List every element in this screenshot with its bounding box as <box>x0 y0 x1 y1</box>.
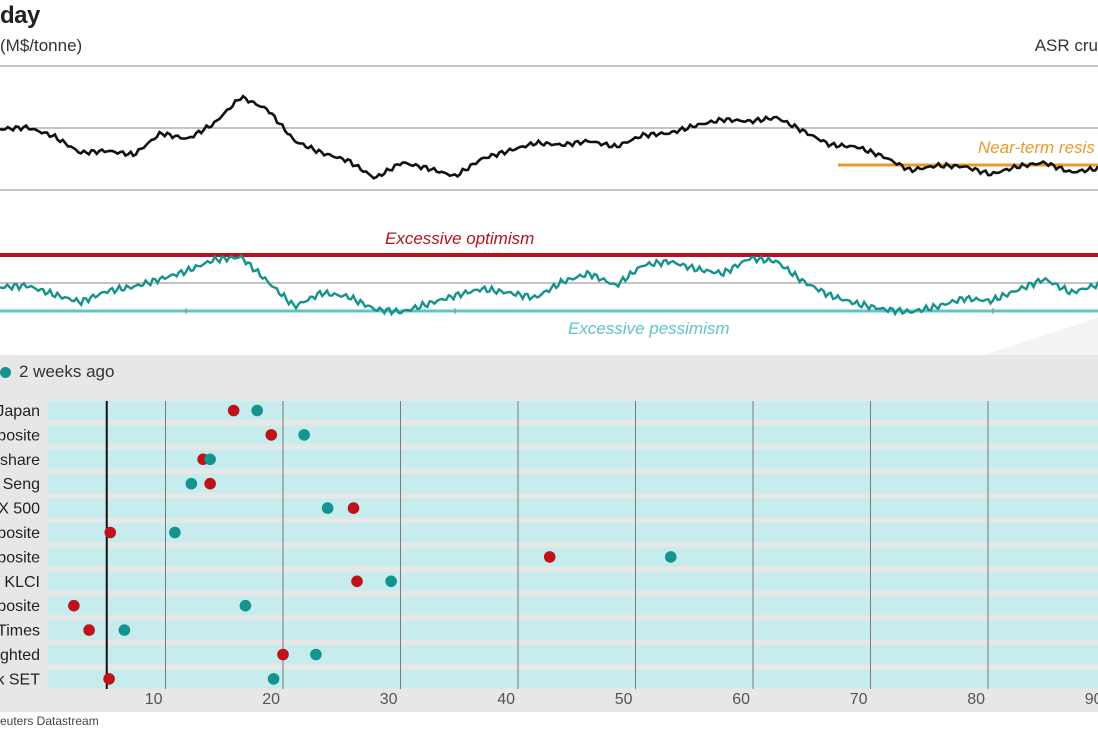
row-label: Times <box>0 623 40 640</box>
row-band <box>48 620 1098 640</box>
dot-current <box>104 526 117 539</box>
row-label: Japan <box>0 403 40 420</box>
dot-two-weeks-ago <box>298 429 310 441</box>
series-label: ASR cru <box>1034 36 1098 55</box>
row-band <box>48 474 1098 494</box>
optimism-annotation: Excessive optimism <box>385 229 535 248</box>
dot-two-weeks-ago <box>385 575 397 588</box>
dot-two-weeks-ago <box>664 551 677 563</box>
x-tick-label: 50 <box>615 691 633 708</box>
row-label: posite <box>0 427 40 444</box>
chart-title: day <box>0 2 40 29</box>
dot-current <box>351 575 363 588</box>
price-line <box>0 94 1098 180</box>
dot-two-weeks-ago <box>185 477 198 490</box>
pessimism-annotation: Excessive pessimism <box>568 319 730 338</box>
row-band <box>48 645 1098 664</box>
x-tick-label: 30 <box>380 691 398 708</box>
row-band <box>48 571 1098 591</box>
row-label: X 500 <box>0 501 40 518</box>
dot-current <box>265 429 278 441</box>
x-tick-label: 90 <box>1085 691 1098 708</box>
x-tick-label: 60 <box>732 691 750 708</box>
row-label: share <box>0 452 40 469</box>
x-tick-label: 70 <box>850 691 868 708</box>
dot-current <box>83 624 95 636</box>
row-label: ghted <box>0 647 40 664</box>
x-tick-label: 10 <box>145 691 163 708</box>
row-label: KLCI <box>4 574 40 591</box>
oscillator-line <box>0 254 1098 317</box>
dot-two-weeks-ago <box>239 599 252 612</box>
dot-two-weeks-ago <box>267 673 280 685</box>
dot-current <box>347 502 360 514</box>
dot-current <box>277 648 289 661</box>
row-band <box>48 449 1098 469</box>
dot-current <box>103 673 115 685</box>
row-band <box>48 498 1098 518</box>
dot-two-weeks-ago <box>310 648 322 661</box>
row-label: posite <box>0 598 40 615</box>
dot-current <box>227 404 240 417</box>
source-note: euters Datastream <box>0 714 99 728</box>
dot-two-weeks-ago <box>251 404 263 417</box>
row-label: k SET <box>0 671 40 688</box>
row-band <box>48 596 1098 616</box>
dot-current <box>68 599 80 612</box>
resistance-annotation: Near-term resis <box>978 138 1095 157</box>
row-band <box>48 547 1098 567</box>
x-tick-label: 80 <box>967 691 985 708</box>
legend-label-two-weeks: 2 weeks ago <box>19 362 115 381</box>
row-band <box>48 523 1098 542</box>
dot-current <box>204 477 216 490</box>
row-label: Seng <box>3 476 40 493</box>
y-axis-unit: (M$/tonne) <box>0 36 83 55</box>
legend: 2 weeks ago <box>0 362 114 382</box>
row-label: posite <box>0 525 40 542</box>
row-label: posite <box>0 549 40 566</box>
dot-two-weeks-ago <box>169 526 181 539</box>
dot-two-weeks-ago <box>321 502 334 514</box>
x-tick-label: 20 <box>262 691 280 708</box>
dot-two-weeks-ago <box>118 624 131 636</box>
legend-dot-two-weeks <box>0 366 11 378</box>
dot-two-weeks-ago <box>204 453 216 466</box>
dot-current <box>543 551 556 563</box>
callout-wedge <box>985 318 1098 355</box>
x-tick-label: 40 <box>497 691 515 708</box>
row-band <box>48 669 1098 689</box>
row-band <box>48 425 1098 445</box>
row-band <box>48 401 1098 420</box>
